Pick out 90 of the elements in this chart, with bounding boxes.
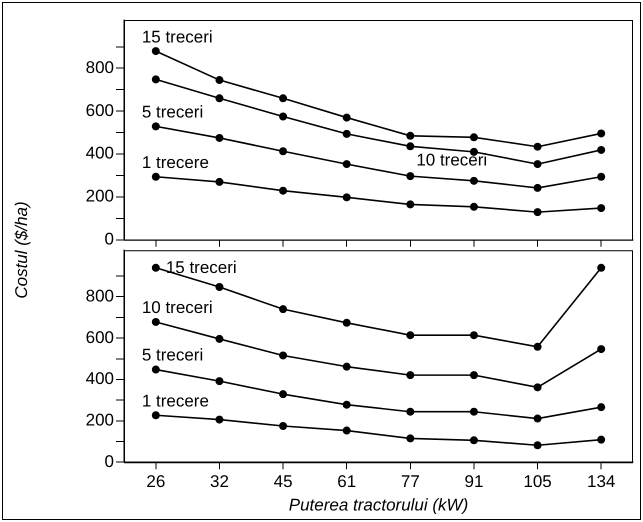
x-tick-label: 32 [210, 472, 229, 492]
y-tick-label: 0 [104, 229, 114, 248]
point [470, 176, 478, 185]
point [152, 366, 160, 374]
point [152, 47, 160, 56]
point [597, 436, 606, 444]
y-tick-label: 400 [86, 369, 114, 388]
point [215, 377, 224, 386]
point [215, 134, 224, 142]
series-label: 5 treceri [142, 346, 204, 365]
point [342, 318, 351, 327]
point [534, 208, 542, 216]
series-label: 1 trecere [142, 152, 209, 172]
point [152, 411, 160, 420]
y-tick-label: 400 [86, 144, 114, 163]
point [215, 76, 224, 84]
point [215, 178, 224, 186]
y-tick-label: 800 [86, 286, 114, 306]
point [406, 371, 414, 380]
point [534, 160, 542, 168]
y-tick-label: 200 [86, 410, 114, 430]
point [342, 400, 351, 409]
point [597, 129, 606, 138]
point [470, 371, 478, 380]
point [597, 172, 606, 181]
x-tick-label: 105 [523, 472, 552, 492]
series-label: 1 trecere [142, 391, 209, 410]
point [215, 334, 224, 343]
point [152, 264, 160, 272]
x-axis-title: Puterea tractorului (kW) [288, 496, 468, 515]
point [406, 434, 414, 442]
point [152, 172, 160, 181]
point [279, 390, 288, 398]
point [406, 172, 414, 180]
point [406, 142, 414, 150]
point [597, 345, 606, 354]
point [470, 436, 478, 444]
point [470, 408, 478, 416]
point [342, 130, 351, 138]
point [279, 422, 288, 430]
x-tick-label: 134 [587, 472, 616, 492]
y-tick-label: 600 [86, 100, 114, 120]
point [597, 204, 606, 212]
point [470, 202, 478, 211]
point [597, 403, 606, 412]
point [342, 193, 351, 202]
point [279, 351, 288, 360]
series-label: 5 treceri [142, 102, 204, 122]
series-label: 15 treceri [142, 27, 213, 46]
x-tick-label: 61 [337, 472, 356, 492]
point [406, 408, 414, 416]
point [534, 441, 542, 450]
y-tick-label: 800 [86, 58, 114, 77]
point [534, 142, 542, 151]
point [152, 75, 160, 84]
point [597, 146, 606, 154]
y-tick-label: 0 [104, 452, 114, 471]
point [470, 133, 478, 142]
point [342, 362, 351, 371]
point [279, 94, 288, 102]
point [152, 318, 160, 326]
point [597, 264, 606, 272]
x-tick-label: 45 [274, 472, 293, 492]
point [279, 112, 288, 120]
y-axis-title: Costul ($/ha) [12, 201, 32, 299]
series-label: 10 treceri [142, 298, 213, 318]
x-tick-label: 26 [146, 472, 166, 492]
y-tick-label: 200 [86, 186, 114, 206]
point [215, 416, 224, 424]
point [342, 114, 351, 122]
point [342, 160, 351, 168]
y-tick-label: 600 [86, 328, 114, 347]
point [152, 122, 160, 130]
point [342, 426, 351, 435]
point [406, 132, 414, 140]
point [279, 305, 288, 314]
x-tick-label: 77 [400, 472, 420, 492]
point [534, 383, 542, 392]
point [470, 331, 478, 340]
point [215, 283, 224, 292]
x-tick-label: 91 [464, 472, 484, 492]
point [406, 200, 414, 208]
point [534, 342, 542, 351]
point [406, 331, 414, 340]
point [215, 94, 224, 102]
series-label: 10 treceri [416, 150, 488, 170]
point [279, 186, 288, 195]
point [279, 147, 288, 156]
point [534, 414, 542, 423]
point [534, 184, 542, 192]
